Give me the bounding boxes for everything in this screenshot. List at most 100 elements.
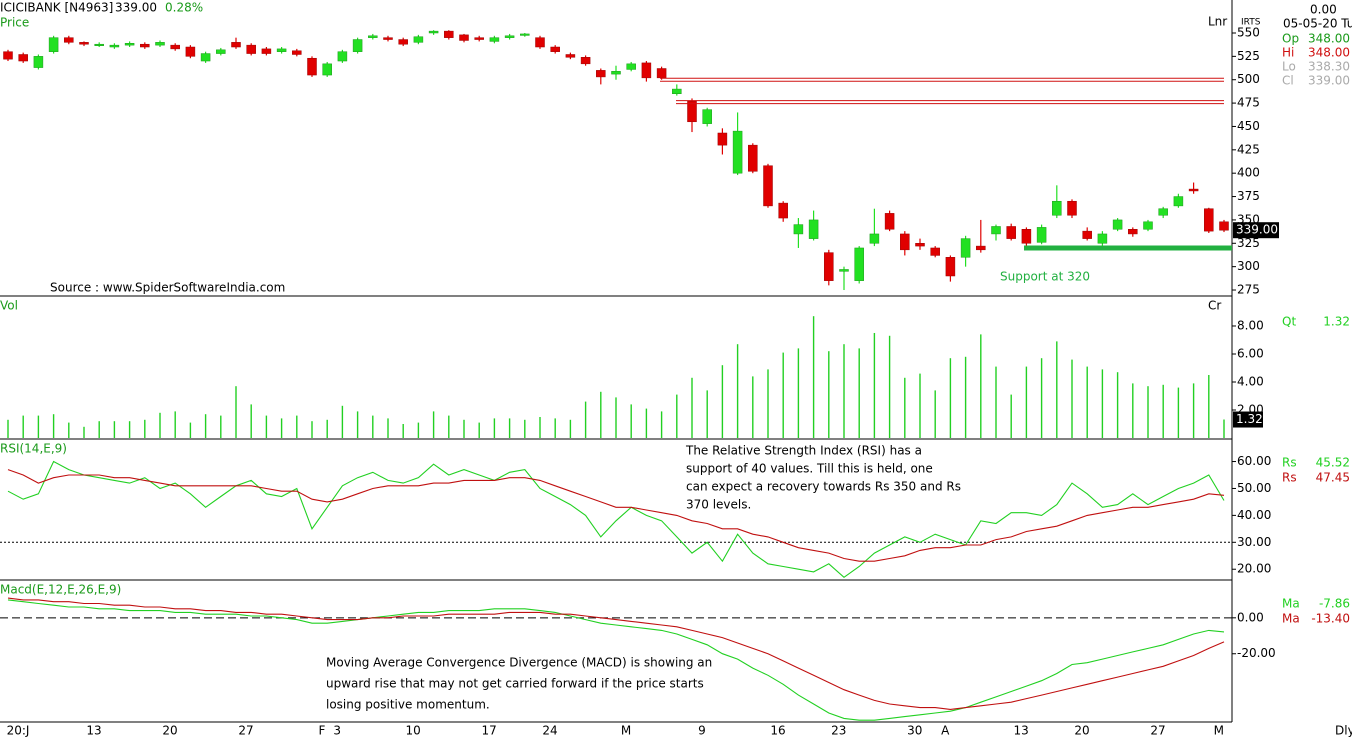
candle-body	[352, 39, 363, 52]
candle-body	[520, 33, 530, 36]
candle-body	[246, 44, 256, 54]
x-tick-label: 13	[1014, 724, 1029, 738]
candle-body	[474, 37, 484, 40]
x-tick-label: F	[319, 724, 326, 738]
volume-bar	[265, 415, 268, 438]
candle-body	[1006, 226, 1016, 239]
volume-bar	[1162, 384, 1164, 438]
volume-bar	[417, 422, 420, 438]
candle-body	[550, 46, 560, 52]
symbol: ICICIBANK [N4963]	[0, 1, 113, 15]
indicator-line	[7, 460, 1225, 579]
volume-bar	[37, 415, 40, 438]
volume-bar	[250, 404, 252, 438]
candle-body	[368, 35, 378, 38]
candle-body	[1021, 229, 1032, 244]
stat-label: Hi	[1282, 46, 1294, 60]
stat-value: 348.00	[1308, 32, 1350, 46]
candle-body	[854, 247, 864, 281]
volume-bar	[919, 373, 921, 438]
y-tick-label: 375	[1237, 189, 1260, 203]
volume-bar	[782, 352, 784, 438]
last-price-box	[1233, 222, 1279, 239]
volume-bar	[448, 415, 450, 438]
y-tick-label: 550	[1237, 25, 1260, 39]
volume-bar	[478, 422, 480, 438]
candle-body	[596, 70, 606, 78]
candle-body	[535, 37, 545, 48]
y-tick-label: -20.00	[1237, 646, 1276, 660]
volume-bar	[508, 418, 511, 438]
candle-body	[717, 132, 728, 146]
candle-body	[672, 88, 682, 94]
candle-body	[626, 63, 636, 70]
stat-label: Lo	[1282, 60, 1296, 74]
candle-body	[1097, 233, 1108, 244]
candle-body	[428, 30, 439, 34]
x-tick-label: 20	[1074, 724, 1089, 738]
volume-bar	[189, 422, 192, 438]
candle-body	[1052, 200, 1062, 216]
volume-bar	[1132, 383, 1134, 438]
annotation: losing positive momentum.	[326, 698, 490, 712]
y-tick-label: 525	[1237, 49, 1260, 63]
x-tick-label: 20	[162, 724, 177, 738]
volume-bar	[463, 419, 465, 438]
candle-body	[748, 144, 758, 172]
candle-body	[504, 35, 515, 38]
volume-bar	[964, 356, 967, 438]
y-tick-label: 0.00	[1237, 610, 1264, 624]
candle-body	[945, 257, 956, 277]
x-tick-label: 9	[698, 724, 706, 738]
scale-label: Cr	[1208, 299, 1221, 313]
volume-bar	[676, 394, 678, 438]
volume-bar	[432, 411, 435, 438]
x-tick-label: 17	[482, 724, 497, 738]
candle-body	[322, 63, 332, 76]
top-right-value: 0.00	[1310, 3, 1337, 17]
candle-body	[307, 57, 317, 76]
volume-bar	[83, 426, 85, 438]
annotation: 370 levels.	[686, 498, 751, 512]
volume-bar	[1010, 394, 1012, 438]
stat-label: Ma	[1282, 612, 1300, 626]
candle-body	[185, 46, 196, 57]
x-tick-label: M	[1214, 724, 1224, 738]
volume-bar	[752, 376, 754, 438]
y-tick-label: 475	[1237, 96, 1260, 110]
candle-body	[915, 243, 925, 247]
y-tick-label: 300	[1237, 259, 1260, 273]
candle-body	[839, 269, 849, 272]
x-tick-label: 23	[831, 724, 846, 738]
source: Source : www.SpiderSoftwareIndia.com	[50, 281, 285, 295]
candle-body	[976, 245, 986, 251]
volume-bar	[372, 415, 374, 438]
volume-bar	[7, 419, 9, 438]
candle-body	[155, 42, 165, 46]
y-tick-label: 325	[1237, 236, 1260, 250]
stat-label: Rs	[1282, 456, 1297, 470]
annotation: support of 40 values. Till this is held,…	[686, 462, 933, 476]
candle-body	[1143, 221, 1153, 230]
candle-body	[793, 224, 804, 235]
candle-body	[732, 130, 743, 174]
candle-body	[170, 44, 180, 50]
volume-bar	[554, 418, 556, 438]
annotation: Moving Average Convergence Divergence (M…	[326, 656, 712, 670]
volume-bar	[949, 358, 952, 438]
candle-body	[884, 213, 895, 230]
x-tick-label: A	[941, 724, 950, 738]
volume-bar	[387, 418, 389, 438]
stat-value: 348.00	[1308, 46, 1350, 60]
volume-bar	[493, 418, 496, 438]
stat-label: Rs	[1282, 471, 1297, 485]
y-tick-label: 4.00	[1237, 374, 1264, 388]
volume-bar	[311, 421, 313, 438]
y-tick-label: 450	[1237, 119, 1260, 133]
candle-body	[64, 37, 74, 43]
volume-bar	[220, 415, 222, 438]
candle-body	[824, 252, 834, 281]
candle-body	[48, 37, 59, 52]
x-tick-label: 10	[406, 724, 421, 738]
